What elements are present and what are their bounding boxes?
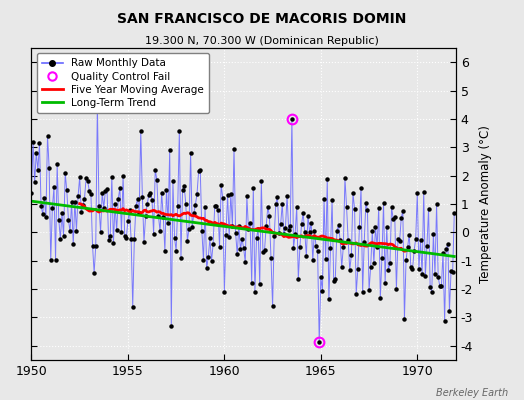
Y-axis label: Temperature Anomaly (°C): Temperature Anomaly (°C) [478, 125, 492, 283]
Text: 19.300 N, 70.300 W (Dominican Republic): 19.300 N, 70.300 W (Dominican Republic) [145, 36, 379, 46]
Legend: Raw Monthly Data, Quality Control Fail, Five Year Moving Average, Long-Term Tren: Raw Monthly Data, Quality Control Fail, … [37, 53, 209, 113]
Text: SAN FRANCISCO DE MACORIS DOMIN: SAN FRANCISCO DE MACORIS DOMIN [117, 12, 407, 26]
Text: Berkeley Earth: Berkeley Earth [436, 388, 508, 398]
